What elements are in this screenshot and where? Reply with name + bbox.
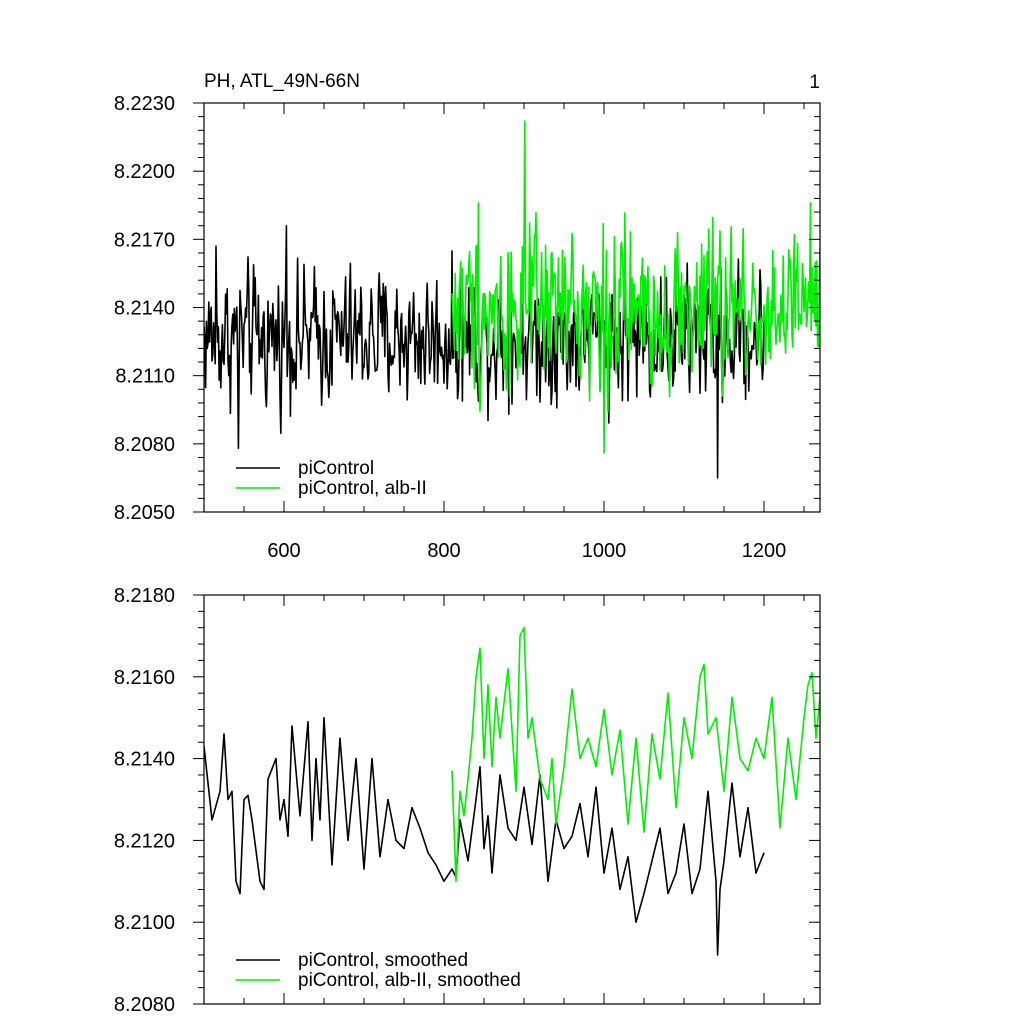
y-tick-label: 8.2170 <box>114 229 175 251</box>
bottom-panel: 8.2080 8.2100 8.2120 8.2140 8.2160 8.2180 piCo… <box>114 585 821 1016</box>
y-tick-label: 8.2160 <box>114 667 175 689</box>
y-tick-label: 8.2050 <box>114 502 175 524</box>
y-tick-label: 8.2140 <box>114 749 175 771</box>
series-line-picontrol-alb-ii-smoothed <box>451 626 820 883</box>
series-line-picontrol-smoothed <box>204 716 765 956</box>
series-layer <box>204 626 820 956</box>
panel-number: 1 <box>809 72 820 93</box>
y-tick-label: 8.2140 <box>114 298 175 320</box>
x-tick-label: 800 <box>427 540 460 562</box>
axis-ticks <box>193 594 820 1005</box>
x-tick-label: 1000 <box>582 540 627 562</box>
legend-label-picontrol-alb-ii: piControl, alb-II <box>298 478 427 499</box>
series-line-picontrol-alb-ii <box>451 120 820 454</box>
y-tick-label: 8.2180 <box>114 585 175 607</box>
plot-frame <box>203 594 821 1005</box>
y-tick-label: 8.2200 <box>114 161 175 183</box>
y-tick-label: 8.2120 <box>114 830 175 852</box>
legend-label-picontrol: piControl <box>298 458 374 479</box>
top-panel: 8.2050 8.2080 8.2110 8.2140 8.2170 8.2200 8.22… <box>114 93 821 562</box>
y-tick-label: 8.2110 <box>115 366 175 388</box>
x-tick-label: 600 <box>267 540 300 562</box>
y-tick-label: 8.2100 <box>114 912 175 934</box>
y-tick-label: 8.2080 <box>114 434 175 456</box>
y-tick-label: 8.2080 <box>114 994 175 1016</box>
y-tick-label: 8.2230 <box>114 93 175 115</box>
series-layer <box>204 120 820 479</box>
chart-title: PH, ATL_49N-66N <box>204 71 360 92</box>
legend-label-picontrol-alb-ii-smoothed: piControl, alb-II, smoothed <box>298 970 521 991</box>
x-tick-label: 1200 <box>742 540 787 562</box>
axis-ticks <box>193 102 820 513</box>
legend-label-picontrol-smoothed: piControl, smoothed <box>298 950 468 971</box>
